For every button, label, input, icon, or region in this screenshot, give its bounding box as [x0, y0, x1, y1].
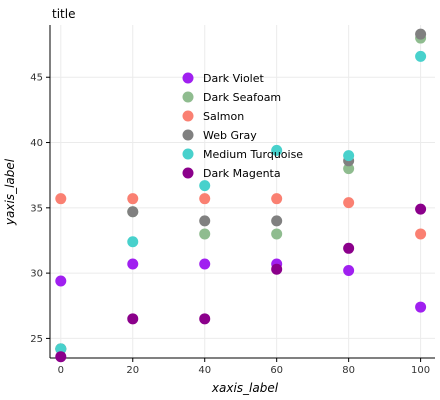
dark-magenta-point	[55, 351, 67, 363]
legend-label-dark-magenta: Dark Magenta	[203, 167, 281, 180]
x-tick-label: 0	[58, 365, 64, 376]
salmon-point	[343, 197, 355, 209]
legend-marker-dark-magenta	[182, 167, 194, 179]
salmon-point	[127, 193, 139, 205]
legend-label-medium-turquoise: Medium Turquoise	[203, 148, 303, 161]
web-gray-point	[415, 28, 427, 40]
dark-violet-point	[343, 265, 355, 277]
grid-lines	[50, 25, 435, 358]
dark-seafoam-point	[271, 228, 283, 240]
salmon-point	[55, 193, 67, 205]
y-tick-label: 30	[30, 269, 43, 280]
x-tick-label: 60	[270, 365, 283, 376]
y-tick-label: 40	[30, 138, 43, 149]
dark-violet-point	[127, 258, 139, 270]
legend-marker-salmon	[182, 110, 194, 122]
legend-marker-dark-violet	[182, 72, 194, 84]
legend-label-web-gray: Web Gray	[203, 129, 257, 142]
y-tick-label: 25	[30, 334, 43, 345]
x-axis-label: xaxis_label	[211, 381, 279, 395]
dark-violet-point	[199, 258, 211, 270]
dark-violet-point	[55, 275, 67, 287]
salmon-point	[199, 193, 211, 205]
dark-seafoam-point	[199, 228, 211, 240]
dark-seafoam-point	[343, 163, 355, 175]
chart-title: title	[52, 7, 75, 21]
legend-label-salmon: Salmon	[203, 110, 244, 123]
medium-turquoise-point	[343, 150, 355, 162]
dark-magenta-point	[271, 263, 283, 275]
y-axis-label: yaxis_label	[3, 158, 17, 226]
medium-turquoise-point	[199, 180, 211, 192]
medium-turquoise-point	[271, 144, 283, 156]
legend-marker-dark-seafoam	[182, 91, 194, 103]
y-tick-label: 35	[30, 203, 43, 214]
legend-marker-medium-turquoise	[182, 148, 194, 160]
y-tick-label: 45	[30, 73, 43, 84]
data-points	[55, 28, 427, 363]
legend-marker-web-gray	[182, 129, 194, 141]
dark-violet-point	[415, 301, 427, 313]
dark-magenta-point	[415, 203, 427, 215]
medium-turquoise-point	[415, 50, 427, 62]
web-gray-point	[199, 215, 211, 227]
axes: 0 20 40 60 80 100 25 30 35 40 45	[30, 25, 435, 376]
dark-magenta-point	[127, 313, 139, 325]
dark-magenta-point	[199, 313, 211, 325]
medium-turquoise-point	[127, 236, 139, 248]
legend: Dark Violet Dark Seafoam Salmon Web Gray Med…	[182, 72, 303, 180]
salmon-point	[415, 228, 427, 240]
salmon-point	[271, 193, 283, 205]
x-tick-label: 80	[342, 365, 355, 376]
x-tick-label: 40	[198, 365, 211, 376]
legend-label-dark-violet: Dark Violet	[203, 72, 264, 85]
x-tick-label: 100	[411, 365, 430, 376]
plot-area	[50, 25, 435, 358]
dark-magenta-point	[343, 242, 355, 254]
medium-turquoise-point	[55, 343, 67, 355]
web-gray-point	[127, 206, 139, 218]
web-gray-point	[271, 215, 283, 227]
legend-label-dark-seafoam: Dark Seafoam	[203, 91, 281, 104]
x-tick-label: 20	[126, 365, 139, 376]
